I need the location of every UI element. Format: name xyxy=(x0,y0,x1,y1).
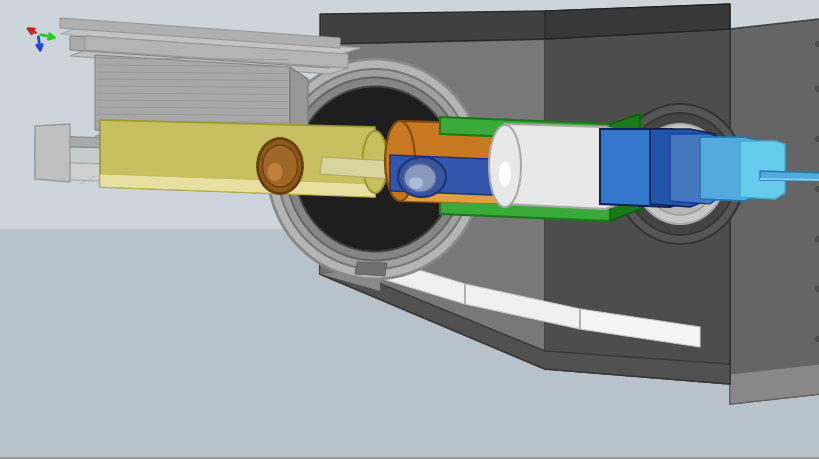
Polygon shape xyxy=(95,131,308,149)
Ellipse shape xyxy=(488,126,520,207)
Polygon shape xyxy=(319,5,729,45)
Polygon shape xyxy=(60,19,340,49)
Ellipse shape xyxy=(614,105,744,245)
Polygon shape xyxy=(759,179,819,182)
Ellipse shape xyxy=(385,122,414,202)
Polygon shape xyxy=(545,30,729,384)
Polygon shape xyxy=(440,115,639,142)
Ellipse shape xyxy=(499,162,510,187)
Ellipse shape xyxy=(623,114,735,235)
Polygon shape xyxy=(319,40,545,369)
Polygon shape xyxy=(100,121,374,197)
Polygon shape xyxy=(609,195,639,222)
Polygon shape xyxy=(729,20,819,404)
Ellipse shape xyxy=(257,139,302,194)
Ellipse shape xyxy=(409,178,423,190)
Ellipse shape xyxy=(815,87,819,92)
Polygon shape xyxy=(70,51,347,75)
Ellipse shape xyxy=(302,95,447,245)
Ellipse shape xyxy=(267,60,482,280)
Polygon shape xyxy=(464,285,579,329)
Polygon shape xyxy=(505,125,634,210)
Polygon shape xyxy=(319,259,729,384)
Polygon shape xyxy=(350,249,464,304)
Polygon shape xyxy=(609,115,639,142)
Polygon shape xyxy=(400,122,639,207)
Polygon shape xyxy=(100,174,374,197)
Polygon shape xyxy=(759,172,819,182)
Ellipse shape xyxy=(147,141,152,145)
Polygon shape xyxy=(0,230,819,459)
Polygon shape xyxy=(669,134,719,205)
Ellipse shape xyxy=(217,141,222,145)
Ellipse shape xyxy=(355,185,364,194)
Ellipse shape xyxy=(815,42,819,47)
Ellipse shape xyxy=(287,141,292,145)
Polygon shape xyxy=(545,5,729,40)
Ellipse shape xyxy=(397,157,446,197)
Polygon shape xyxy=(35,162,374,190)
Ellipse shape xyxy=(295,87,455,252)
Polygon shape xyxy=(579,309,699,347)
Polygon shape xyxy=(35,125,70,183)
Ellipse shape xyxy=(652,145,707,205)
Ellipse shape xyxy=(815,337,819,342)
Ellipse shape xyxy=(815,237,819,242)
Polygon shape xyxy=(319,263,379,291)
Polygon shape xyxy=(85,37,347,69)
Polygon shape xyxy=(60,29,360,55)
Ellipse shape xyxy=(267,164,283,182)
Ellipse shape xyxy=(262,146,297,188)
Polygon shape xyxy=(0,0,819,230)
Polygon shape xyxy=(319,249,350,274)
Ellipse shape xyxy=(355,151,364,159)
Ellipse shape xyxy=(277,70,472,269)
Ellipse shape xyxy=(296,88,454,251)
Ellipse shape xyxy=(815,187,819,192)
Ellipse shape xyxy=(642,134,717,216)
Ellipse shape xyxy=(404,165,436,193)
Polygon shape xyxy=(290,68,308,149)
Polygon shape xyxy=(739,142,784,200)
Polygon shape xyxy=(35,137,374,155)
Ellipse shape xyxy=(633,125,725,224)
Ellipse shape xyxy=(815,287,819,292)
Polygon shape xyxy=(400,191,609,207)
Polygon shape xyxy=(600,130,695,207)
Ellipse shape xyxy=(815,137,819,142)
Ellipse shape xyxy=(362,132,387,194)
Polygon shape xyxy=(729,364,819,404)
Polygon shape xyxy=(440,195,639,222)
Polygon shape xyxy=(319,157,391,179)
Ellipse shape xyxy=(660,154,698,196)
Polygon shape xyxy=(699,138,759,202)
Polygon shape xyxy=(95,56,290,143)
Polygon shape xyxy=(355,263,387,276)
Polygon shape xyxy=(649,130,714,207)
Ellipse shape xyxy=(286,78,464,261)
Polygon shape xyxy=(35,147,374,173)
Polygon shape xyxy=(390,156,540,197)
Polygon shape xyxy=(70,37,329,69)
